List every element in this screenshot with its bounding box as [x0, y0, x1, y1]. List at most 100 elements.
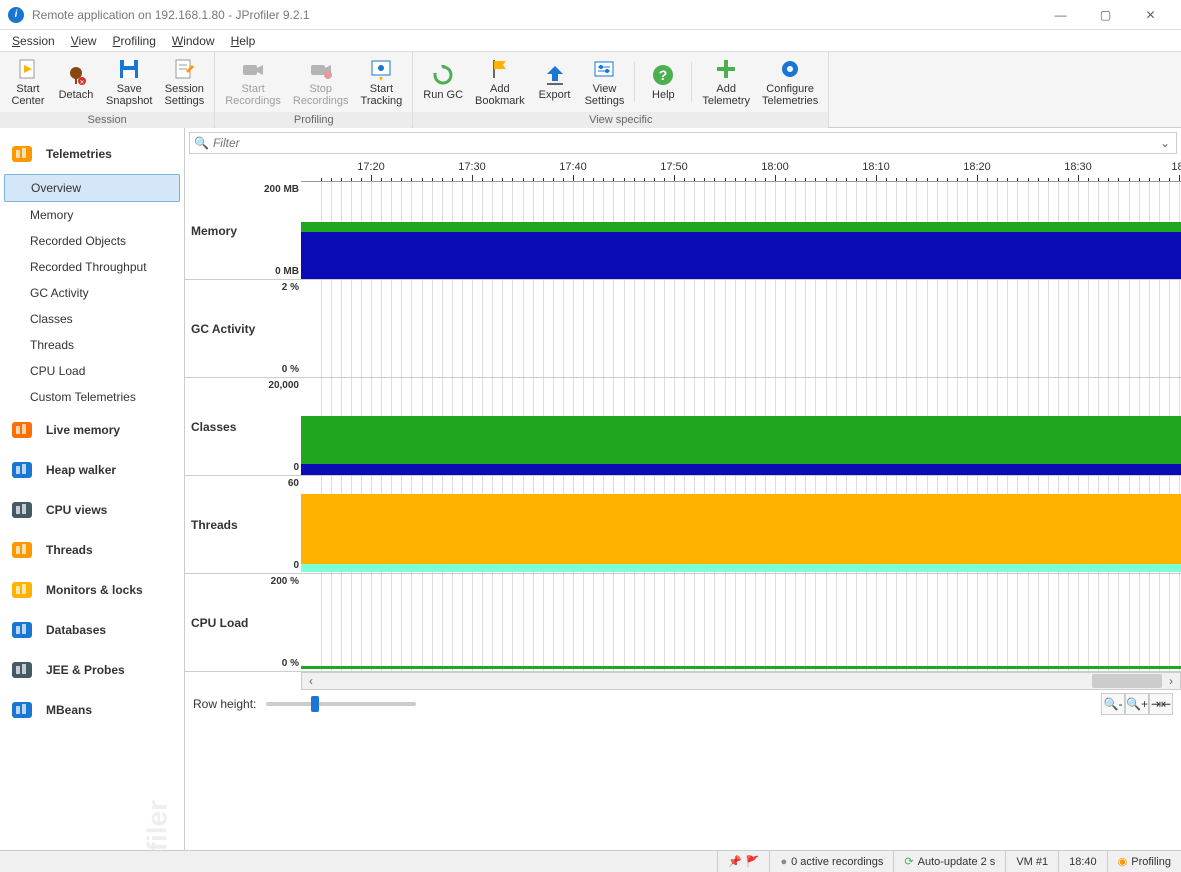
chart-area-classes[interactable]	[301, 378, 1181, 475]
y-min: 0 %	[282, 364, 299, 375]
add-bookmark-button[interactable]: Add Bookmark	[469, 54, 531, 110]
status-profiling[interactable]: ◉Profiling	[1107, 851, 1181, 872]
add-telemetry-button[interactable]: Add Telemetry	[696, 54, 756, 110]
sidebar-section-jee-probes[interactable]: JEE & Probes	[0, 650, 184, 690]
menu-profiling[interactable]: Profiling	[105, 32, 164, 50]
record-icon: ●	[780, 856, 787, 868]
menu-help[interactable]: Help	[223, 32, 264, 50]
chart-band	[301, 564, 1181, 572]
time-label: 17:50	[660, 161, 688, 173]
chart-area-threads[interactable]	[301, 476, 1181, 573]
add-bookmark-icon	[488, 57, 512, 81]
status-vm[interactable]: VM #1	[1005, 851, 1058, 872]
configure-telemetries-icon	[778, 57, 802, 81]
session-settings-button[interactable]: Session Settings	[158, 54, 210, 110]
sidebar-section-threads-section[interactable]: Threads	[0, 530, 184, 570]
sidebar-section-databases[interactable]: Databases	[0, 610, 184, 650]
cpu-views-icon	[10, 498, 38, 522]
slider-thumb[interactable]	[311, 696, 319, 712]
chart-band	[301, 232, 1181, 279]
sidebar-item-cpu-load[interactable]: CPU Load	[0, 358, 184, 384]
status-recordings[interactable]: ●0 active recordings	[769, 851, 893, 872]
horizontal-scrollbar[interactable]: ‹ ›	[301, 672, 1181, 690]
help-button[interactable]: ?Help	[639, 54, 687, 110]
sidebar-item-classes[interactable]: Classes	[0, 306, 184, 332]
sidebar-item-threads[interactable]: Threads	[0, 332, 184, 358]
chart-band	[301, 494, 1181, 564]
view-settings-button[interactable]: View Settings	[579, 54, 631, 110]
row-height-slider[interactable]	[266, 702, 416, 706]
configure-telemetries-label: Configure Telemetries	[762, 83, 818, 107]
time-label: 18:30	[1064, 161, 1092, 173]
chart-row-cpu: CPU Load200 %0 %	[185, 574, 1181, 672]
save-snapshot-button[interactable]: Save Snapshot	[100, 54, 158, 110]
zoom-in-button[interactable]: 🔍+	[1125, 693, 1149, 715]
toolbar-group-profiling: Profiling	[215, 112, 412, 128]
search-icon: 🔍	[194, 136, 209, 150]
menubar: SessionViewProfilingWindowHelp	[0, 30, 1181, 52]
start-tracking-label: Start Tracking	[361, 83, 403, 107]
menu-session[interactable]: Session	[4, 32, 63, 50]
start-recordings-icon	[241, 57, 265, 81]
time-label: 17:30	[458, 161, 486, 173]
sidebar-section-telemetries[interactable]: Telemetries	[0, 134, 184, 174]
bottom-controls: Row height: 🔍‑ 🔍+ ⇥⇤	[185, 690, 1181, 718]
sidebar-section-cpu-views[interactable]: CPU views	[0, 490, 184, 530]
menu-window[interactable]: Window	[164, 32, 223, 50]
chart-band	[301, 222, 1181, 232]
start-center-button[interactable]: Start Center	[4, 54, 52, 110]
status-auto-update[interactable]: ⟳Auto-update 2 s	[893, 851, 1005, 872]
sidebar-item-overview[interactable]: Overview	[4, 174, 180, 202]
minimize-button[interactable]: —	[1038, 1, 1083, 29]
y-max: 200 MB	[264, 184, 299, 195]
sidebar-item-recorded-throughput[interactable]: Recorded Throughput	[0, 254, 184, 280]
time-axis: 17:2017:3017:4017:5018:0018:1018:2018:30…	[301, 158, 1181, 182]
close-button[interactable]: ✕	[1128, 1, 1173, 29]
filter-dropdown-icon[interactable]: ⌄	[1158, 136, 1172, 150]
chart-label-gc: GC Activity2 %0 %	[185, 280, 301, 377]
time-label: 17:20	[357, 161, 385, 173]
mbeans-icon	[10, 698, 38, 722]
add-telemetry-icon	[714, 57, 738, 81]
sidebar-item-gc-activity[interactable]: GC Activity	[0, 280, 184, 306]
titlebar: i Remote application on 192.168.1.80 - J…	[0, 0, 1181, 30]
sidebar-section-monitors-locks[interactable]: Monitors & locks	[0, 570, 184, 610]
scroll-left-icon[interactable]: ‹	[302, 674, 320, 688]
sidebar-section-live-memory[interactable]: Live memory	[0, 410, 184, 450]
chart-row-memory: Memory200 MB0 MB	[185, 182, 1181, 280]
chart-label-memory: Memory200 MB0 MB	[185, 182, 301, 279]
sidebar: JProfiler TelemetriesOverviewMemoryRecor…	[0, 128, 185, 850]
chart-area-memory[interactable]	[301, 182, 1181, 279]
configure-telemetries-button[interactable]: Configure Telemetries	[756, 54, 824, 110]
sidebar-section-heap-walker[interactable]: Heap walker	[0, 450, 184, 490]
stop-recordings-button: Stop Recordings	[287, 54, 355, 110]
detach-button[interactable]: ✕Detach	[52, 54, 100, 110]
sidebar-item-custom-telemetries[interactable]: Custom Telemetries	[0, 384, 184, 410]
scroll-right-icon[interactable]: ›	[1162, 674, 1180, 688]
start-center-icon	[16, 57, 40, 81]
start-recordings-label: Start Recordings	[225, 83, 281, 107]
watermark: JProfiler	[142, 800, 174, 850]
chart-area-gc[interactable]	[301, 280, 1181, 377]
fit-button[interactable]: ⇥⇤	[1149, 693, 1173, 715]
status-pin[interactable]: 📌🚩	[717, 851, 769, 872]
refresh-icon: ⟳	[904, 855, 913, 868]
sidebar-item-recorded-objects[interactable]: Recorded Objects	[0, 228, 184, 254]
maximize-button[interactable]: ▢	[1083, 1, 1128, 29]
y-min: 0	[293, 560, 299, 571]
sidebar-section-mbeans[interactable]: MBeans	[0, 690, 184, 730]
monitors-locks-icon	[10, 578, 38, 602]
chart-label-cpu: CPU Load200 %0 %	[185, 574, 301, 671]
sidebar-item-memory[interactable]: Memory	[0, 202, 184, 228]
view-settings-icon	[592, 57, 616, 81]
zoom-out-button[interactable]: 🔍‑	[1101, 693, 1125, 715]
export-button[interactable]: Export	[531, 54, 579, 110]
start-tracking-button[interactable]: Start Tracking	[355, 54, 409, 110]
scroll-thumb[interactable]	[1092, 674, 1162, 688]
menu-view[interactable]: View	[63, 32, 105, 50]
sidebar-section-label: MBeans	[46, 703, 92, 717]
filter-input[interactable]	[213, 136, 1158, 150]
chart-area-cpu[interactable]	[301, 574, 1181, 671]
run-gc-button[interactable]: Run GC	[417, 54, 469, 110]
stop-recordings-label: Stop Recordings	[293, 83, 349, 107]
